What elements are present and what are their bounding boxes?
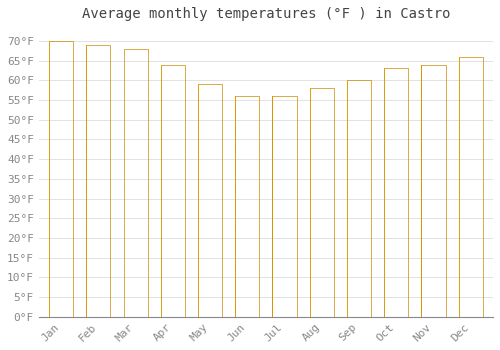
- Bar: [124, 49, 148, 317]
- Bar: [235, 96, 260, 317]
- Bar: [160, 64, 185, 317]
- Bar: [198, 84, 222, 317]
- Title: Average monthly temperatures (°F ) in Castro: Average monthly temperatures (°F ) in Ca…: [82, 7, 450, 21]
- Bar: [384, 69, 408, 317]
- Bar: [422, 64, 446, 317]
- Bar: [347, 80, 371, 317]
- Bar: [49, 41, 73, 317]
- Bar: [272, 96, 296, 317]
- Bar: [310, 88, 334, 317]
- Bar: [458, 57, 483, 317]
- Bar: [86, 45, 110, 317]
